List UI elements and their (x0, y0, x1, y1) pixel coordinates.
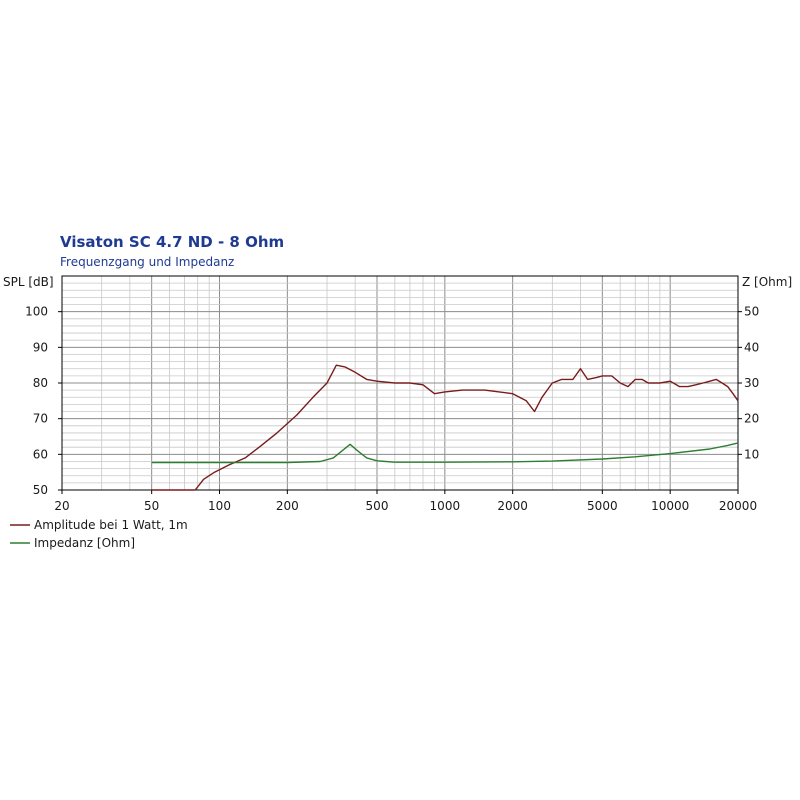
grid (61, 276, 739, 490)
legend-label-amplitude: Amplitude bei 1 Watt, 1m (34, 518, 188, 532)
x-tick-label: 20000 (719, 499, 757, 513)
y-right-tick-label: 10 (744, 447, 759, 461)
x-tick-label: 1000 (430, 499, 461, 513)
y-axis-right-ticks: 10 20 30 40 50 (738, 305, 759, 461)
x-axis-ticks: 20 50 100 200 500 1000 2000 5000 10000 20000 (54, 490, 757, 513)
y-left-tick-label: 50 (33, 483, 48, 497)
y-left-tick-label: 80 (33, 376, 48, 390)
y-left-tick-label: 60 (33, 447, 48, 461)
series-layer (151, 364, 739, 491)
x-tick-label: 100 (208, 499, 231, 513)
y-right-tick-label: 50 (744, 305, 759, 319)
x-tick-label: 10000 (651, 499, 689, 513)
y-axis-left-label: SPL [dB] (3, 275, 54, 289)
legend-label-impedance: Impedanz [Ohm] (34, 536, 135, 550)
chart-title: Visaton SC 4.7 ND - 8 Ohm (60, 233, 284, 251)
y-axis-left-ticks: 50 60 70 80 90 100 (25, 305, 62, 497)
x-tick-label: 20 (54, 499, 69, 513)
x-tick-label: 200 (276, 499, 299, 513)
x-tick-label: 5000 (587, 499, 618, 513)
x-tick-label: 50 (144, 499, 159, 513)
series-line-amplitude (151, 364, 739, 491)
y-right-tick-label: 30 (744, 376, 759, 390)
x-tick-label: 2000 (497, 499, 528, 513)
y-left-tick-label: 100 (25, 305, 48, 319)
y-left-tick-label: 70 (33, 412, 48, 426)
series-line-impedance (151, 442, 739, 464)
legend: Amplitude bei 1 Watt, 1m Impedanz [Ohm] (10, 518, 188, 550)
y-left-tick-label: 90 (33, 340, 48, 354)
chart-subtitle: Frequenzgang und Impedanz (60, 255, 234, 269)
y-axis-right-label: Z [Ohm] (742, 275, 792, 289)
y-right-tick-label: 20 (744, 412, 759, 426)
y-right-tick-label: 40 (744, 340, 759, 354)
x-tick-label: 500 (366, 499, 389, 513)
